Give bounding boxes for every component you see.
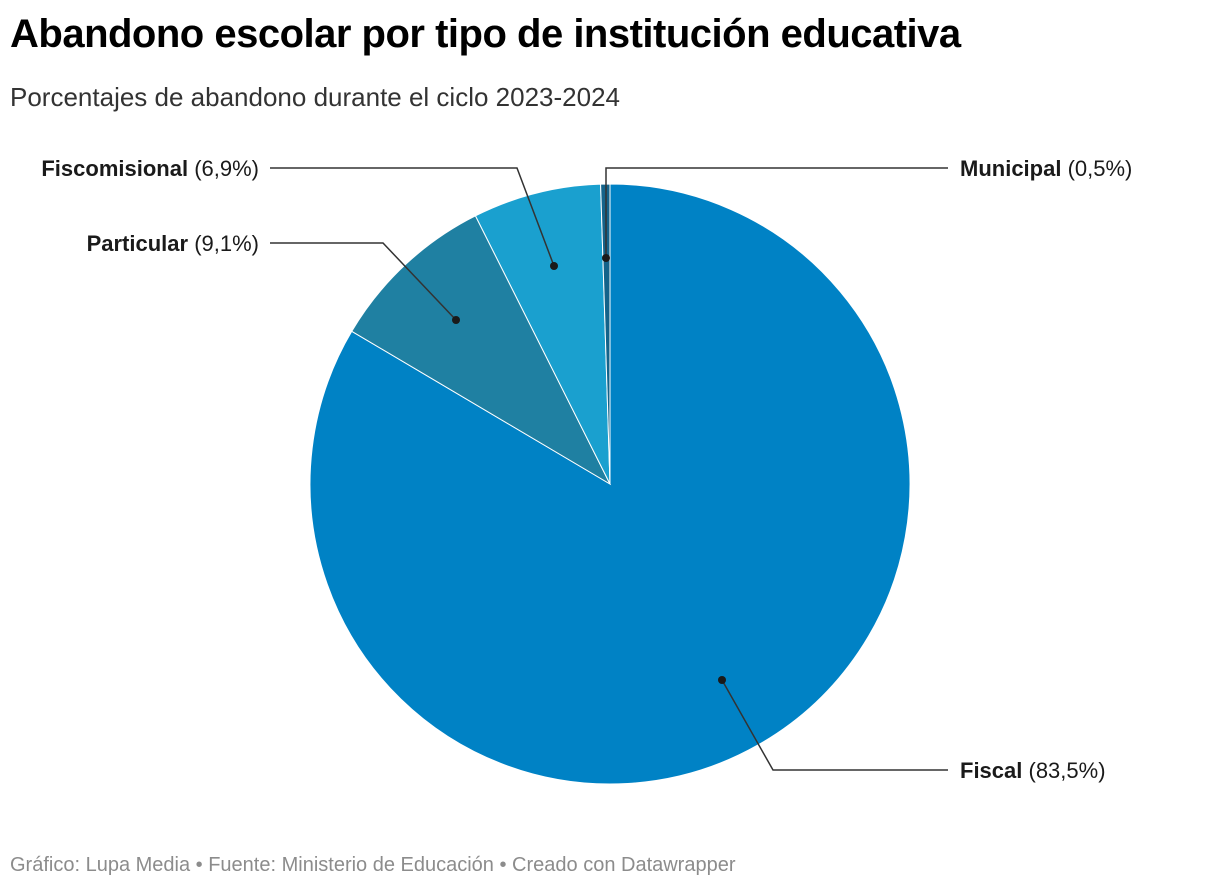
leader-dot-fiscal [718,676,726,684]
slice-label-value-fiscomisional: (6,9%) [188,156,259,181]
chart-subtitle: Porcentajes de abandono durante el ciclo… [10,82,621,112]
leader-line-fiscal [721,679,948,771]
slice-label-municipal: Municipal (0,5%) [960,156,1132,181]
slice-label-value-particular: (9,1%) [188,231,259,256]
leader-dot-fiscomisional [550,262,558,270]
slice-label-fiscal: Fiscal (83,5%) [960,758,1106,783]
slice-label-name-fiscomisional: Fiscomisional [41,156,188,181]
leader-line-fiscomisional [270,167,555,267]
slice-label-name-municipal: Municipal [960,156,1061,181]
slice-label-name-fiscal: Fiscal [960,758,1022,783]
slice-label-value-fiscal: (83,5%) [1022,758,1105,783]
chart-footer: Gráfico: Lupa Media • Fuente: Ministerio… [10,854,736,876]
leader-dot-municipal [602,254,610,262]
slice-label-name-particular: Particular [87,231,189,256]
chart-title: Abandono escolar por tipo de institución… [10,12,961,56]
slice-label-value-municipal: (0,5%) [1061,156,1132,181]
leader-dot-particular [452,316,460,324]
slice-label-particular: Particular (9,1%) [87,231,259,256]
slice-label-fiscomisional: Fiscomisional (6,9%) [41,156,259,181]
leader-line-municipal [605,167,948,258]
leader-line-particular [270,242,457,321]
pie-slice-fiscomisional [474,183,611,485]
pie-slice-particular [351,215,612,486]
